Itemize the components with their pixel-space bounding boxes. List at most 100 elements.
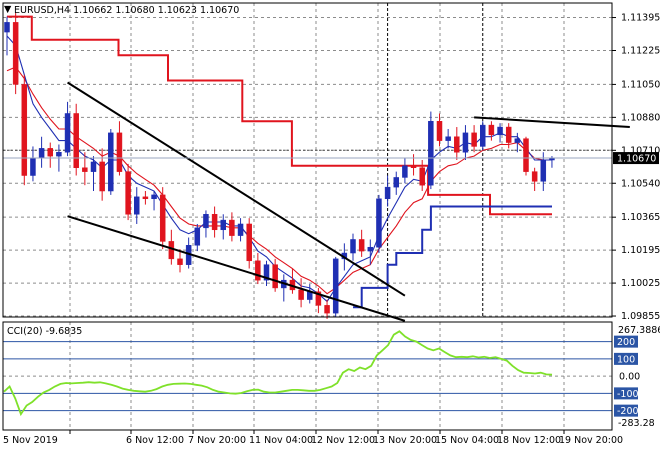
- bull-candle: [445, 136, 451, 141]
- bear-candle: [471, 132, 477, 147]
- bull-candle: [56, 151, 62, 157]
- bull-candle: [497, 126, 503, 136]
- time-tick-label: 6 Nov 12:00: [126, 435, 184, 446]
- bull-candle: [393, 177, 399, 188]
- bear-candle: [116, 132, 123, 172]
- bull-candle: [220, 219, 226, 231]
- bull-candle: [90, 161, 97, 172]
- cci-min-label: -283.28: [618, 418, 655, 429]
- bear-candle: [436, 120, 443, 141]
- bear-candle: [177, 258, 183, 265]
- symbol-header: EURUSD,H4 1.10662 1.10680 1.10623 1.1067…: [14, 5, 239, 16]
- cci-title: CCI(20) -9.6835: [7, 326, 82, 337]
- bull-candle: [350, 239, 356, 254]
- indicator-plot: [3, 330, 553, 417]
- bull-candle: [428, 120, 434, 186]
- bull-candle: [108, 132, 114, 192]
- bear-candle: [12, 22, 19, 85]
- red-step-line: [7, 15, 552, 216]
- bear-candle: [454, 136, 460, 153]
- bear-candle: [255, 260, 261, 281]
- bear-candle: [531, 171, 538, 182]
- price-grid: [3, 3, 612, 317]
- bear-candle: [505, 126, 512, 143]
- bull-candle: [462, 132, 469, 153]
- indicator-grid: [3, 322, 612, 430]
- bear-candle: [47, 148, 53, 157]
- time-axis: 5 Nov 2019 6 Nov 12:00 7 Nov 20:00 11 Nov 0…: [3, 430, 623, 446]
- price-tick-label: 1.10710: [621, 145, 660, 156]
- arrow-glyph[interactable]: ▼: [4, 4, 12, 15]
- bull-candle: [38, 148, 45, 159]
- bull-candle: [540, 159, 547, 182]
- current-price-badge: [613, 152, 659, 165]
- bear-candle: [73, 113, 79, 169]
- bear-candle: [142, 196, 149, 200]
- bull-candle: [134, 196, 140, 215]
- cci-max-label: 267.3886: [618, 325, 660, 336]
- price-tick-label: 1.10025: [621, 278, 660, 289]
- price-tick-label: 1.09855: [621, 311, 660, 322]
- cci-level-label: 200: [617, 337, 635, 348]
- bear-candle: [159, 194, 166, 242]
- time-tick-label: 18 Nov 12:00: [497, 435, 561, 446]
- bull-candle: [384, 186, 391, 200]
- bear-candle: [125, 171, 131, 215]
- bull-candle: [307, 291, 313, 300]
- price-tick-label: 1.11225: [621, 45, 660, 56]
- time-tick-label: 5 Nov 2019: [3, 435, 58, 446]
- price-axis: 1.11395 1.11225 1.11050 1.10880 1.10710 1.105…: [612, 13, 660, 322]
- bear-candle: [168, 241, 175, 260]
- price-tick-label: 1.11050: [621, 79, 660, 90]
- bull-candle: [4, 22, 10, 33]
- bull-candle: [480, 124, 486, 147]
- current-price-label: 1.10670: [617, 154, 656, 165]
- price-tick-label: 1.10365: [621, 212, 660, 223]
- cci-level-label: -100: [617, 389, 639, 400]
- bear-candle: [324, 305, 330, 314]
- time-tick-label: 15 Nov 04:00: [435, 435, 499, 446]
- bull-candle: [367, 246, 374, 252]
- bear-candle: [358, 239, 365, 252]
- bull-candle: [332, 258, 339, 314]
- time-tick-label: 12 Nov 12:00: [311, 435, 375, 446]
- chart-frame: [2, 2, 613, 431]
- price-tick-label: 1.10195: [621, 245, 660, 256]
- bull-candle: [376, 198, 382, 248]
- cci-level-badge: [614, 404, 638, 417]
- fast-ma-line: [6, 35, 552, 303]
- trend-line: [67, 81, 406, 297]
- bear-candle: [82, 167, 88, 172]
- cci-level-label: 0.00: [619, 372, 640, 383]
- bull-candle: [263, 264, 270, 281]
- blue-step-line: [353, 205, 552, 309]
- bull-candle: [402, 165, 408, 178]
- bull-candle: [151, 194, 157, 200]
- price-plot: [3, 3, 630, 322]
- cci-level-badge: [614, 387, 638, 400]
- time-tick-label: 7 Nov 20:00: [188, 435, 246, 446]
- trend-line: [474, 116, 630, 129]
- bull-candle: [30, 157, 36, 176]
- indicator-panel-border: [2, 321, 613, 431]
- bear-candle: [488, 124, 495, 136]
- cci-level-badge: [614, 352, 638, 365]
- indicator-axis: 200 100 0.00 -100 -200 267.3886 -283.28: [614, 325, 660, 429]
- bull-candle: [64, 113, 71, 153]
- time-tick-label: 13 Nov 20:00: [373, 435, 437, 446]
- bull-candle: [237, 223, 244, 236]
- price-tick-label: 1.10540: [621, 178, 660, 189]
- bull-candle: [203, 214, 209, 229]
- bear-candle: [523, 138, 529, 172]
- cci-level-badge: [614, 335, 638, 348]
- slow-ma-line: [6, 66, 552, 295]
- time-tick-label: 19 Nov 20:00: [559, 435, 623, 446]
- price-panel-border: [2, 2, 613, 318]
- bear-candle: [211, 214, 218, 231]
- bear-candle: [246, 223, 252, 262]
- cci-level-label: 100: [617, 354, 635, 365]
- bear-candle: [272, 264, 278, 289]
- bear-candle: [99, 161, 105, 192]
- trend-line: [67, 215, 406, 322]
